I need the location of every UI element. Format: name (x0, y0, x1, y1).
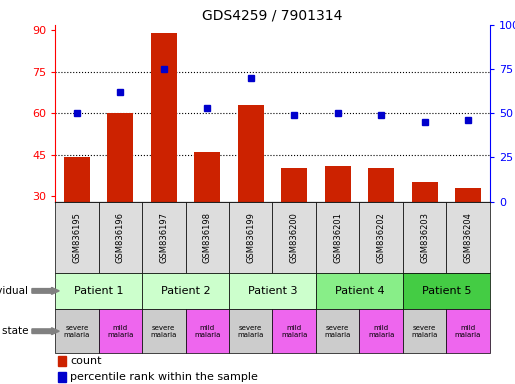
Text: Patient 3: Patient 3 (248, 286, 297, 296)
Text: severe
malaria: severe malaria (237, 325, 264, 338)
Text: Patient 5: Patient 5 (422, 286, 471, 296)
Bar (151, 33, 177, 279)
Text: severe
malaria: severe malaria (411, 325, 438, 338)
Bar (281, 169, 307, 279)
Bar (411, 182, 438, 279)
Text: GSM836197: GSM836197 (159, 212, 168, 263)
Bar (185, 309, 229, 353)
Bar (316, 273, 403, 309)
Text: GSM836195: GSM836195 (72, 212, 81, 263)
Bar (324, 166, 351, 279)
Text: GSM836200: GSM836200 (289, 212, 299, 263)
Bar (272, 309, 316, 353)
Bar (447, 202, 490, 273)
Bar (142, 202, 185, 273)
Text: mild
malaria: mild malaria (455, 325, 481, 338)
Bar (359, 202, 403, 273)
Bar (359, 309, 403, 353)
Bar (403, 273, 490, 309)
Text: mild
malaria: mild malaria (281, 325, 307, 338)
Bar (185, 202, 229, 273)
Bar (55, 309, 98, 353)
Text: individual: individual (0, 286, 28, 296)
Bar (229, 202, 272, 273)
Text: disease state: disease state (0, 326, 28, 336)
Text: Patient 4: Patient 4 (335, 286, 384, 296)
Bar (237, 105, 264, 279)
Text: severe
malaria: severe malaria (64, 325, 90, 338)
Bar (403, 202, 447, 273)
Text: count: count (71, 356, 102, 366)
Text: GSM836203: GSM836203 (420, 212, 429, 263)
Bar (55, 202, 98, 273)
Text: GSM836201: GSM836201 (333, 212, 342, 263)
Title: GDS4259 / 7901314: GDS4259 / 7901314 (202, 8, 342, 22)
Bar (98, 202, 142, 273)
Text: GSM836199: GSM836199 (246, 212, 255, 263)
Bar (447, 309, 490, 353)
Bar (107, 113, 133, 279)
Text: percentile rank within the sample: percentile rank within the sample (71, 372, 258, 382)
Text: GSM836198: GSM836198 (203, 212, 212, 263)
Text: GSM836204: GSM836204 (464, 212, 473, 263)
Bar (229, 273, 316, 309)
Text: severe
malaria: severe malaria (150, 325, 177, 338)
Text: Patient 2: Patient 2 (161, 286, 210, 296)
Text: mild
malaria: mild malaria (194, 325, 220, 338)
Bar (316, 309, 359, 353)
Bar (272, 202, 316, 273)
Bar (316, 202, 359, 273)
Bar (368, 169, 394, 279)
Bar (142, 273, 229, 309)
Bar (64, 157, 90, 279)
Text: mild
malaria: mild malaria (107, 325, 133, 338)
Bar (55, 273, 142, 309)
Bar (403, 309, 447, 353)
Text: severe
malaria: severe malaria (324, 325, 351, 338)
Text: mild
malaria: mild malaria (368, 325, 394, 338)
Bar (58, 356, 66, 366)
Text: GSM836202: GSM836202 (376, 212, 386, 263)
Bar (98, 309, 142, 353)
Bar (58, 372, 66, 382)
Text: GSM836196: GSM836196 (116, 212, 125, 263)
Bar (194, 152, 220, 279)
Bar (142, 309, 185, 353)
Text: Patient 1: Patient 1 (74, 286, 123, 296)
Bar (455, 188, 481, 279)
Bar (229, 309, 272, 353)
